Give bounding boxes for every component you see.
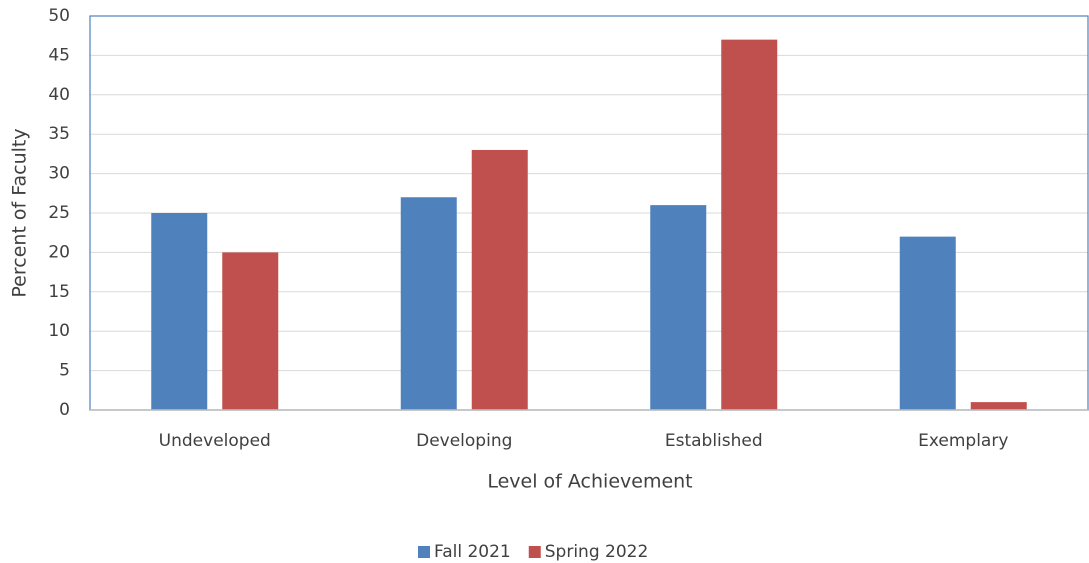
x-tick-label: Undeveloped [159, 431, 271, 451]
legend-label: Spring 2022 [545, 542, 649, 562]
y-tick-label: 5 [59, 361, 70, 381]
bar [471, 149, 528, 410]
y-tick-label: 40 [48, 85, 70, 105]
bar [650, 205, 707, 410]
y-tick-label: 30 [48, 164, 70, 184]
y-axis-title: Percent of Faculty [9, 128, 31, 297]
y-tick-label: 10 [48, 321, 70, 341]
bar [400, 197, 457, 410]
x-tick-label: Established [665, 431, 763, 451]
x-axis-title: Level of Achievement [487, 471, 692, 493]
legend-swatch [528, 546, 541, 558]
y-tick-label: 15 [48, 282, 70, 302]
bar [222, 252, 279, 410]
y-tick-label: 20 [48, 242, 70, 262]
y-tick-label: 35 [48, 124, 70, 144]
y-tick-label: 0 [59, 400, 70, 420]
y-tick-label: 45 [48, 45, 70, 65]
y-tick-label: 25 [48, 203, 70, 223]
bar [899, 236, 956, 410]
bar [151, 213, 208, 410]
bar [721, 39, 778, 410]
legend-label: Fall 2021 [434, 542, 511, 562]
legend-swatch [418, 546, 430, 558]
bar [970, 402, 1027, 410]
y-tick-label: 50 [48, 6, 70, 26]
x-tick-label: Exemplary [918, 431, 1008, 451]
x-tick-label: Developing [416, 431, 512, 451]
